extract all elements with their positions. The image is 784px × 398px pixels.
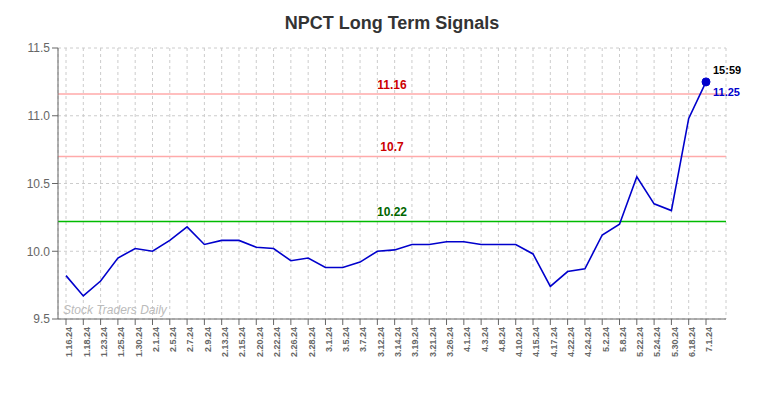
svg-text:3.12.24: 3.12.24 bbox=[376, 327, 386, 357]
svg-text:5.22.24: 5.22.24 bbox=[635, 327, 645, 357]
svg-text:10.7: 10.7 bbox=[380, 140, 404, 154]
svg-text:2.22.24: 2.22.24 bbox=[272, 327, 282, 357]
svg-text:7.1.24: 7.1.24 bbox=[704, 327, 714, 352]
svg-text:11.16: 11.16 bbox=[377, 78, 407, 92]
svg-text:2.20.24: 2.20.24 bbox=[255, 327, 265, 357]
svg-text:5.24.24: 5.24.24 bbox=[652, 327, 662, 357]
svg-text:2.9.24: 2.9.24 bbox=[203, 327, 213, 352]
svg-text:10.5: 10.5 bbox=[27, 177, 51, 191]
svg-text:4.17.24: 4.17.24 bbox=[549, 327, 559, 357]
svg-text:5.2.24: 5.2.24 bbox=[601, 327, 611, 352]
svg-text:11.0: 11.0 bbox=[28, 109, 51, 123]
svg-text:2.7.24: 2.7.24 bbox=[185, 327, 195, 352]
svg-text:5.30.24: 5.30.24 bbox=[670, 327, 680, 357]
svg-text:1.23.24: 1.23.24 bbox=[99, 327, 109, 357]
svg-text:3.5.24: 3.5.24 bbox=[341, 327, 351, 352]
svg-text:4.24.24: 4.24.24 bbox=[583, 327, 593, 357]
svg-text:6.18.24: 6.18.24 bbox=[687, 327, 697, 357]
svg-text:3.19.24: 3.19.24 bbox=[410, 327, 420, 357]
html-text:NPCT Long Term Signals: NPCT Long Term Signals bbox=[284, 13, 500, 33]
svg-text:1.18.24: 1.18.24 bbox=[82, 327, 92, 357]
svg-text:2.15.24: 2.15.24 bbox=[237, 327, 247, 357]
svg-text:4.15.24: 4.15.24 bbox=[531, 327, 541, 357]
svg-text:2.28.24: 2.28.24 bbox=[307, 327, 317, 357]
svg-text:4.8.24: 4.8.24 bbox=[497, 327, 507, 352]
svg-text:1.25.24: 1.25.24 bbox=[116, 327, 126, 357]
svg-text:3.7.24: 3.7.24 bbox=[358, 327, 368, 352]
svg-text:10.22: 10.22 bbox=[377, 205, 407, 219]
svg-text:4.3.24: 4.3.24 bbox=[480, 327, 490, 352]
svg-text:1.16.24: 1.16.24 bbox=[64, 327, 74, 357]
svg-text:10.0: 10.0 bbox=[27, 245, 51, 259]
svg-text:4.22.24: 4.22.24 bbox=[566, 327, 576, 357]
svg-text:4.1.24: 4.1.24 bbox=[462, 327, 472, 352]
svg-text:2.1.24: 2.1.24 bbox=[151, 327, 161, 352]
svg-text:11.25: 11.25 bbox=[713, 86, 740, 98]
svg-text:3.26.24: 3.26.24 bbox=[445, 327, 455, 357]
svg-text:3.1.24: 3.1.24 bbox=[324, 327, 334, 352]
svg-text:5.8.24: 5.8.24 bbox=[618, 327, 628, 352]
svg-text:4.10.24: 4.10.24 bbox=[514, 327, 524, 357]
svg-text:3.21.24: 3.21.24 bbox=[428, 327, 438, 357]
svg-text:2.13.24: 2.13.24 bbox=[220, 327, 230, 357]
svg-text:Stock Traders Daily: Stock Traders Daily bbox=[63, 303, 168, 317]
svg-text:15:59: 15:59 bbox=[713, 64, 741, 76]
svg-text:1.30.24: 1.30.24 bbox=[134, 327, 144, 357]
svg-text:9.5: 9.5 bbox=[33, 312, 50, 326]
svg-text:2.5.24: 2.5.24 bbox=[168, 327, 178, 352]
svg-text:2.26.24: 2.26.24 bbox=[289, 327, 299, 357]
svg-text:11.5: 11.5 bbox=[28, 41, 51, 55]
svg-text:3.14.24: 3.14.24 bbox=[393, 327, 403, 357]
